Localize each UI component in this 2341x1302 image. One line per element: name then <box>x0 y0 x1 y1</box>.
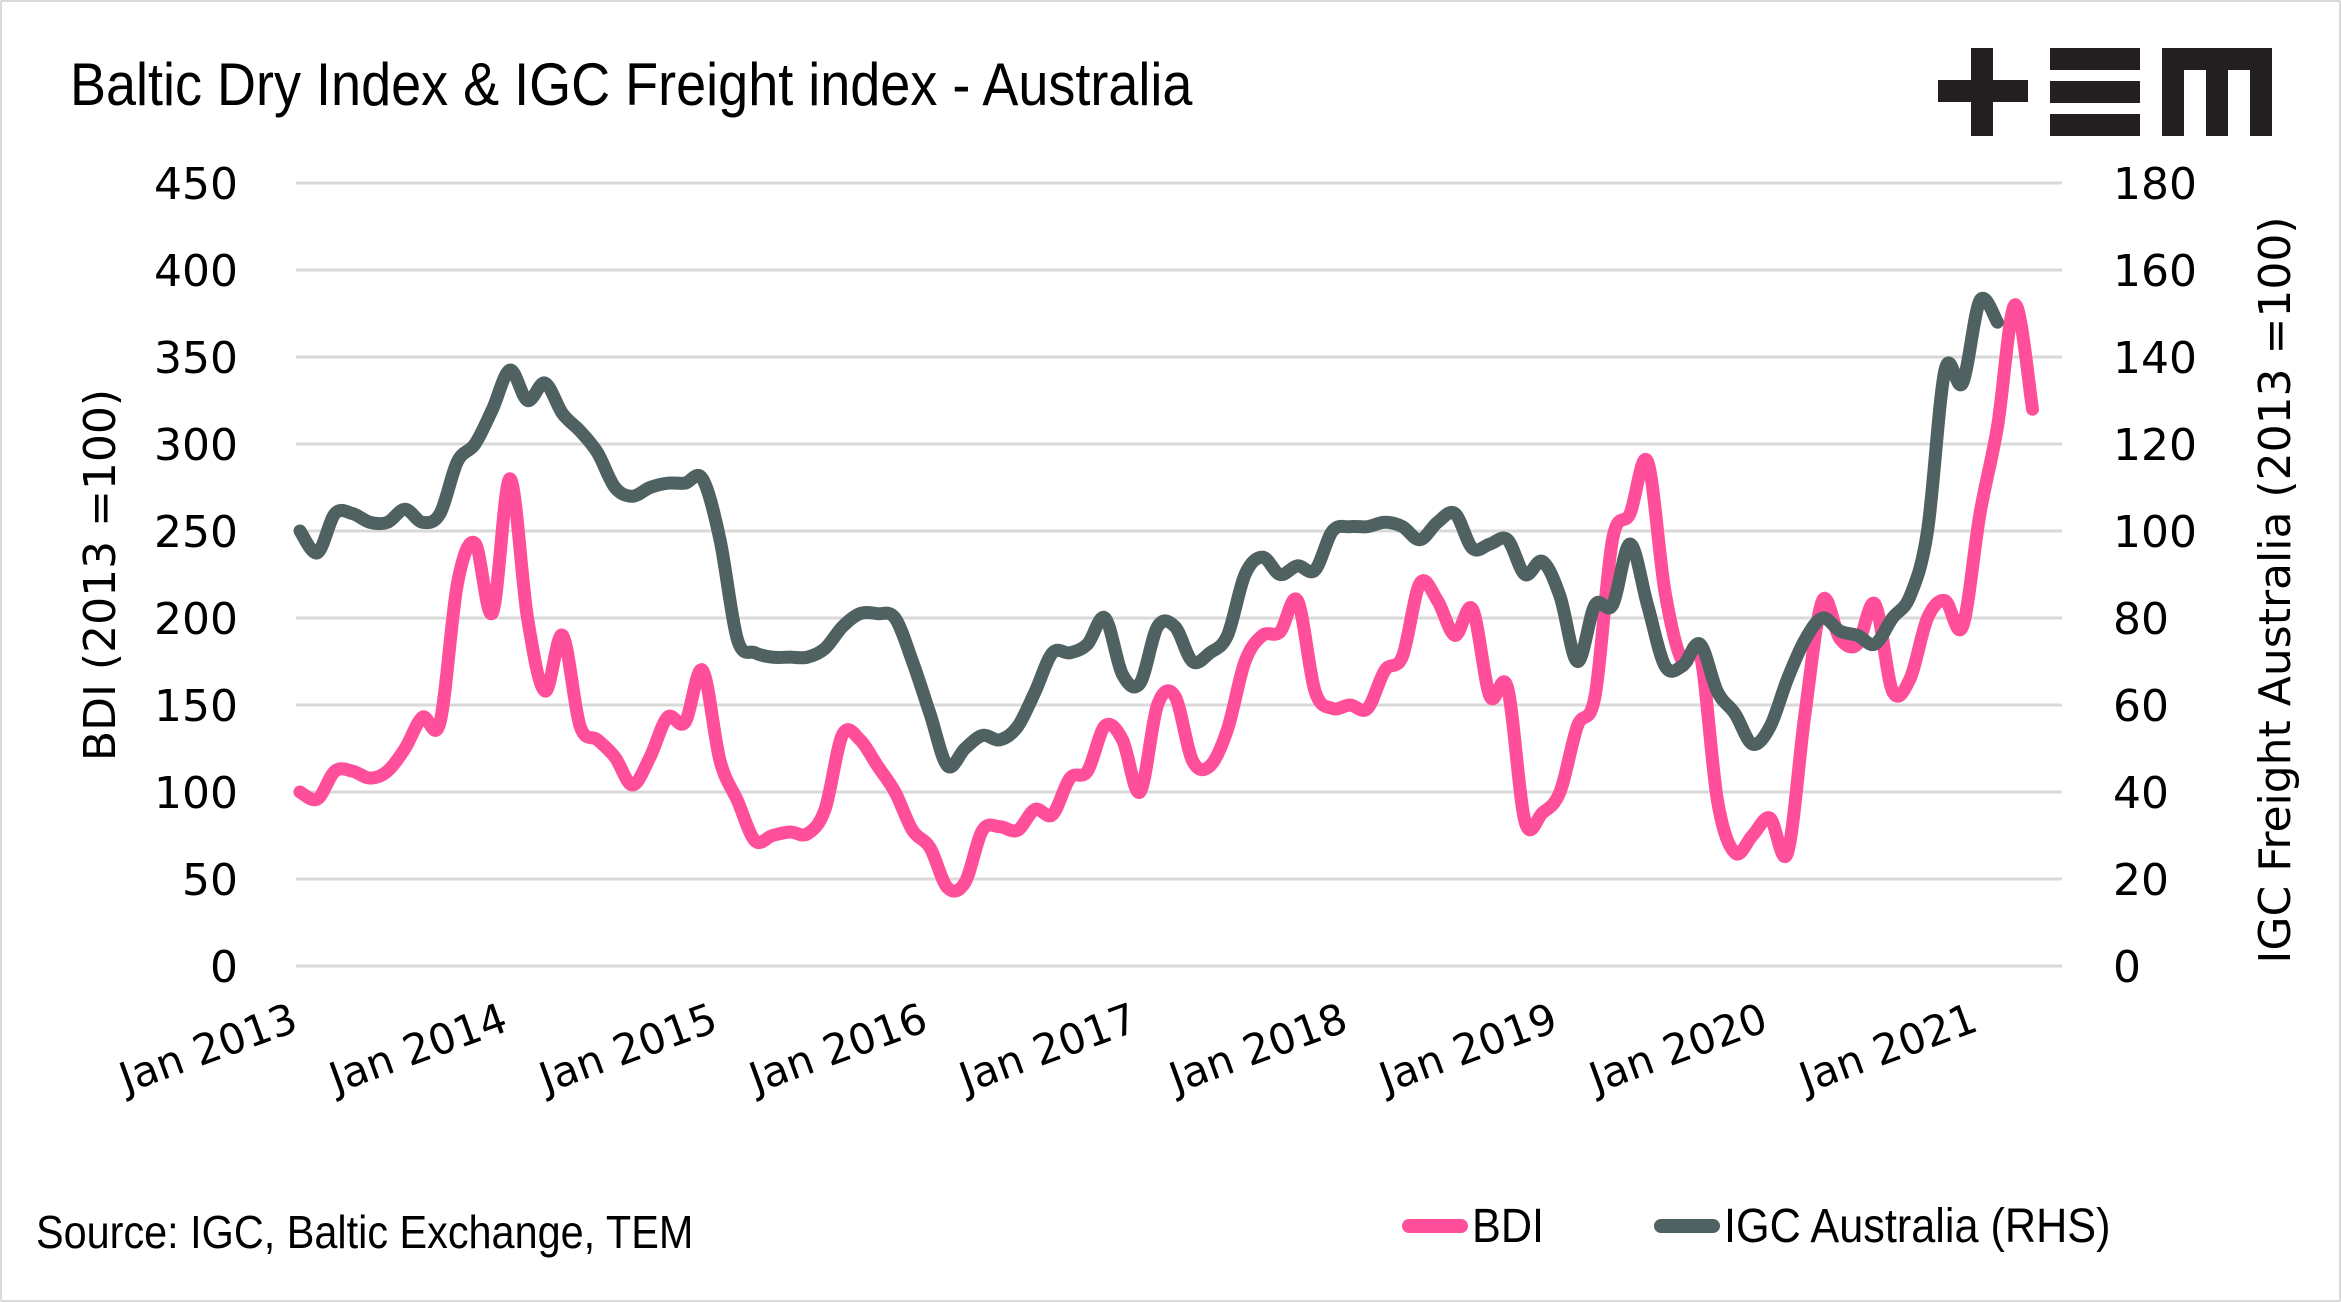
logo-e-top <box>2050 48 2140 70</box>
x-tick-label: Jan 2013 <box>110 993 303 1103</box>
right-tick-label: 0 <box>2113 942 2141 993</box>
x-tick-label: Jan 2018 <box>1160 993 1353 1103</box>
x-tick-label: Jan 2017 <box>950 993 1143 1103</box>
left-axis-ticks: 0 50 100 150 200 250 300 350 400 450 <box>154 159 238 993</box>
left-tick-label: 450 <box>154 159 238 210</box>
left-tick-label: 50 <box>182 855 238 906</box>
left-tick-label: 350 <box>154 333 238 384</box>
left-tick-label: 150 <box>154 681 238 732</box>
x-tick-label: Jan 2015 <box>530 993 723 1103</box>
left-axis-label: BDI (2013 =100) <box>75 389 126 761</box>
legend-item-igc: IGC Australia (RHS) <box>1654 1196 2153 1256</box>
tem-logo-icon <box>1938 48 2272 136</box>
x-tick-label: Jan 2016 <box>740 993 933 1103</box>
left-tick-label: 0 <box>210 942 238 993</box>
legend-label-bdi: BDI <box>1472 1199 1545 1253</box>
right-tick-label: 120 <box>2113 420 2197 471</box>
logo-plus-vertical <box>1971 48 1993 136</box>
right-axis-ticks: 0 20 40 60 80 100 120 140 160 180 <box>2113 159 2197 993</box>
right-tick-label: 160 <box>2113 246 2197 297</box>
gridlines <box>296 181 2062 968</box>
logo-m <box>2162 48 2272 136</box>
x-axis-ticks: Jan 2013 Jan 2014 Jan 2015 Jan 2016 Jan 2017… <box>110 993 1983 1103</box>
left-tick-label: 200 <box>154 594 238 645</box>
legend-label-igc: IGC Australia (RHS) <box>1724 1199 2111 1253</box>
source-note: Source: IGC, Baltic Exchange, TEM <box>36 1206 694 1258</box>
left-tick-label: 250 <box>154 507 238 558</box>
left-tick-label: 400 <box>154 246 238 297</box>
right-tick-label: 100 <box>2113 507 2197 558</box>
logo-e-middle <box>2050 81 2140 103</box>
x-tick-label: Jan 2019 <box>1370 993 1563 1103</box>
right-tick-label: 40 <box>2113 768 2169 819</box>
chart-title: Baltic Dry Index & IGC Freight index - A… <box>70 51 1193 118</box>
x-tick-label: Jan 2021 <box>1790 993 1983 1103</box>
right-axis-label: IGC Freight Australia (2013 =100) <box>2250 216 2301 963</box>
series-lines <box>293 291 2039 898</box>
right-tick-label: 20 <box>2113 855 2169 906</box>
left-tick-label: 300 <box>154 420 238 471</box>
legend-swatch-igc <box>1654 1219 1720 1233</box>
left-tick-label: 100 <box>154 768 238 819</box>
logo-e-bottom <box>2050 114 2140 136</box>
right-tick-label: 140 <box>2113 333 2197 384</box>
x-tick-label: Jan 2020 <box>1580 993 1773 1103</box>
igc-australia-line <box>293 291 2004 774</box>
right-tick-label: 60 <box>2113 681 2169 732</box>
legend-swatch-bdi <box>1402 1219 1468 1233</box>
bdi-line <box>293 298 2039 898</box>
x-tick-label: Jan 2014 <box>320 993 513 1103</box>
right-tick-label: 80 <box>2113 594 2169 645</box>
legend-item-bdi: BDI <box>1402 1196 1552 1256</box>
right-tick-label: 180 <box>2113 159 2197 210</box>
